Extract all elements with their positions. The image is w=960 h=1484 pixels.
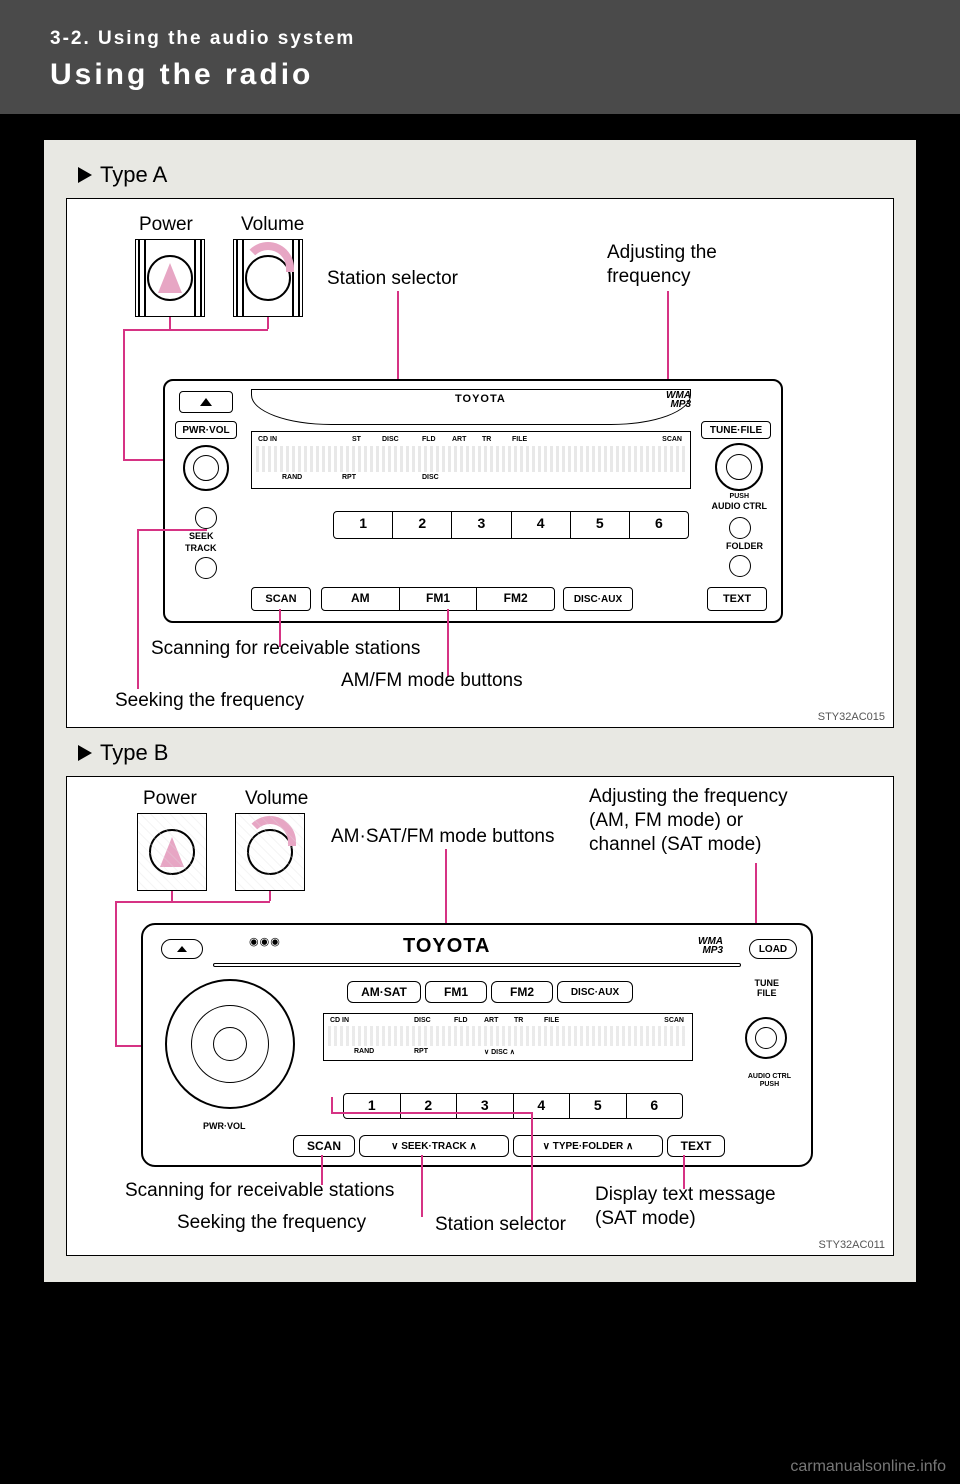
mode-row-b[interactable]: AM·SAT FM1 FM2 DISC·AUX [347,981,637,1003]
type-a-heading: Type A [78,162,894,188]
tune-knob-b[interactable] [745,1017,787,1059]
preset-row-b[interactable]: 1 2 3 4 5 6 [343,1093,683,1119]
body: Type A Power Volume Station selector Adj… [0,114,960,1322]
page-title: Using the radio [50,58,910,92]
folder-up-a[interactable] [729,517,751,539]
power-thumb-a [135,239,205,317]
triangle-icon [78,167,92,183]
imgcode-a: STY32AC015 [818,711,885,723]
tune-knob-a[interactable] [715,443,763,491]
label-volume-b: Volume [245,787,308,811]
leader [169,317,171,329]
type-b-heading: Type B [78,740,894,766]
label-scanning-a: Scanning for receivable stations [151,637,420,661]
label-power-b: Power [143,787,197,811]
leader [137,529,139,689]
label-station-b: Station selector [435,1213,566,1237]
seek-row-b[interactable]: SCAN ∨ SEEK·TRACK ∧ ∨ TYPE·FOLDER ∧ TEXT [293,1135,729,1157]
leader [267,317,269,329]
radio-unit-b: ◉◉◉ TOYOTA WMAMP3 LOAD PWR·VOL AM·SAT FM [141,923,813,1167]
pwr-knob-a[interactable] [183,445,229,491]
brand-b: TOYOTA [403,935,490,958]
label-adjust-b: Adjusting the frequency (AM, FM mode) or… [589,785,849,856]
label-adjust-a: Adjusting the frequency [607,241,777,289]
label-display-text-b: Display text message (SAT mode) [595,1183,845,1231]
label-seeking-b: Seeking the frequency [177,1211,366,1235]
label-amsatfm-b: AM·SAT/FM mode buttons [331,825,555,849]
preset-row-a[interactable]: 1 2 3 4 5 6 [333,511,689,539]
radio-unit-a: TOYOTA WMAMP3 PWR·VOL SEEK TRACK TUNE·FI… [163,379,783,623]
leader [123,329,125,459]
leader [137,529,207,531]
eject-button[interactable] [179,391,233,413]
eject-b[interactable] [161,939,203,959]
amfm-row-a[interactable]: AM FM1 FM2 [321,587,555,611]
volume-thumb-b [235,813,305,891]
type-a-text: Type A [100,162,167,188]
folder-dn-a[interactable] [729,555,751,577]
push-a: PUSH [730,493,749,500]
load-b[interactable]: LOAD [749,939,797,959]
pwr-vol-a: PWR·VOL [175,421,237,439]
seek-dn-a[interactable] [195,557,217,579]
type-a-diagram: Power Volume Station selector Adjusting … [66,198,894,728]
seek-lbl: SEEK [189,531,214,541]
triangle-icon [78,745,92,761]
section-label: 3-2. Using the audio system [50,28,910,50]
label-seeking-a: Seeking the frequency [115,689,304,713]
type-b-diagram: Power Volume AM·SAT/FM mode buttons Adju… [66,776,894,1256]
power-thumb-b [137,813,207,891]
imgcode-b: STY32AC011 [819,1239,885,1251]
label-scanning-b: Scanning for receivable stations [125,1179,394,1203]
content-box: Type A Power Volume Station selector Adj… [44,140,916,1282]
text-a[interactable]: TEXT [707,587,767,611]
big-knob-b[interactable] [165,979,295,1109]
tune-file-a: TUNE·FILE [701,421,771,439]
seek-up-a[interactable] [195,507,217,529]
folder-lbl: FOLDER [726,541,763,551]
track-lbl: TRACK [185,543,217,553]
leader [447,609,449,677]
header: 3-2. Using the audio system Using the ra… [0,0,960,114]
type-b-text: Type B [100,740,168,766]
audio-ctrl-a: AUDIO CTRL [712,501,768,511]
label-power-a: Power [139,213,193,237]
leader [123,329,219,331]
display-b: CD IN DISC FLD ART TR FILE SCAN RAND RPT… [323,1013,693,1061]
scan-a[interactable]: SCAN [251,587,311,611]
label-station-a: Station selector [327,267,458,291]
label-amfm-a: AM/FM mode buttons [341,669,523,693]
label-volume-a: Volume [241,213,304,237]
volume-thumb-a [233,239,303,317]
disc-aux-a[interactable]: DISC·AUX [563,587,633,611]
brand-a: TOYOTA [455,393,506,405]
wma-a: WMAMP3 [666,391,691,409]
watermark: carmanualsonline.info [790,1458,946,1476]
display-a: CD IN ST DISC FLD ART TR FILE SCAN RAND … [251,431,691,489]
pwrvol-b: PWR·VOL [203,1121,246,1131]
